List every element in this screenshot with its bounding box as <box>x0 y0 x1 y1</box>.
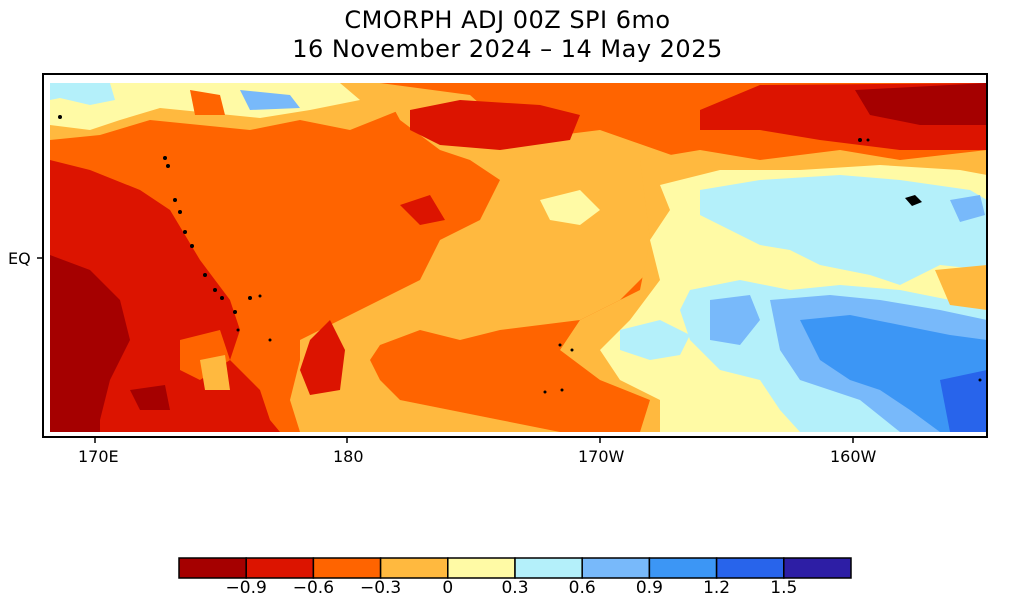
colorbar-label: 1.2 <box>703 578 731 598</box>
x-tick-160w: 160W <box>830 447 877 466</box>
x-tick-170w: 170W <box>578 447 625 466</box>
map-date-range: 16 November 2024 – 14 May 2025 <box>292 35 723 63</box>
spi-field <box>50 83 987 432</box>
colorbar-swatch <box>312 557 382 579</box>
colorbar-swatch <box>245 557 315 579</box>
colorbar-label: 0.3 <box>501 578 529 598</box>
colorbar-label: 1.5 <box>770 578 798 598</box>
x-tick-170e: 170E <box>78 447 119 466</box>
colorbar-swatch <box>715 557 785 579</box>
colorbar-swatch <box>581 557 651 579</box>
colorbar-swatch <box>178 557 247 579</box>
colorbar-label: −0.9 <box>225 578 267 598</box>
map-frame <box>42 73 988 438</box>
x-tick-180: 180 <box>333 447 364 466</box>
colorbar-swatch <box>648 557 718 579</box>
colorbar-label: 0 <box>442 578 454 598</box>
colorbar-swatch <box>447 557 516 579</box>
y-tick-eq: EQ <box>8 249 31 268</box>
colorbar-label: −0.6 <box>292 578 335 598</box>
colorbar-label: 0.6 <box>568 578 596 598</box>
coastline-marks <box>58 115 982 394</box>
colorbar-swatch <box>783 557 852 579</box>
colorbar-label: 0.9 <box>635 578 663 598</box>
colorbar-label: −0.3 <box>359 578 402 598</box>
map-title: CMORPH ADJ 00Z SPI 6mo <box>344 6 671 34</box>
colorbar-swatch <box>379 557 449 579</box>
colorbar-swatch <box>514 557 583 579</box>
colorbar <box>178 557 852 579</box>
